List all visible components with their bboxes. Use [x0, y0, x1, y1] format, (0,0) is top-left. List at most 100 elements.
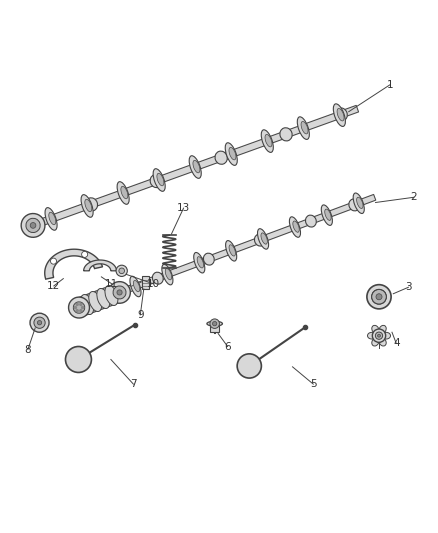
Ellipse shape — [197, 257, 204, 268]
Ellipse shape — [130, 276, 141, 297]
Text: 8: 8 — [25, 344, 31, 354]
Circle shape — [80, 303, 82, 305]
Ellipse shape — [372, 325, 379, 334]
Ellipse shape — [333, 104, 346, 126]
Ellipse shape — [225, 143, 237, 165]
Ellipse shape — [349, 199, 360, 211]
Circle shape — [237, 354, 261, 378]
Ellipse shape — [30, 223, 36, 228]
Circle shape — [372, 289, 386, 304]
Ellipse shape — [134, 280, 140, 292]
Ellipse shape — [254, 234, 265, 246]
Polygon shape — [84, 260, 117, 271]
Ellipse shape — [153, 169, 165, 191]
Circle shape — [30, 313, 49, 332]
Circle shape — [210, 319, 219, 328]
Ellipse shape — [337, 109, 344, 121]
Bar — [141, 277, 149, 289]
Ellipse shape — [353, 193, 364, 214]
Bar — [210, 325, 219, 332]
Ellipse shape — [85, 198, 98, 211]
Ellipse shape — [189, 156, 201, 179]
Circle shape — [76, 310, 78, 312]
Ellipse shape — [81, 295, 94, 314]
Circle shape — [80, 310, 82, 312]
Text: 11: 11 — [105, 279, 118, 289]
Circle shape — [378, 334, 381, 337]
Text: 5: 5 — [310, 379, 317, 389]
Ellipse shape — [367, 333, 376, 339]
Ellipse shape — [280, 128, 292, 141]
Ellipse shape — [297, 117, 309, 140]
Ellipse shape — [49, 212, 56, 225]
Ellipse shape — [85, 199, 92, 212]
Circle shape — [37, 320, 42, 325]
Ellipse shape — [265, 134, 272, 147]
Text: 6: 6 — [224, 342, 231, 351]
Circle shape — [367, 285, 391, 309]
Ellipse shape — [109, 281, 131, 303]
Ellipse shape — [325, 209, 331, 220]
Text: 3: 3 — [405, 282, 412, 292]
Ellipse shape — [152, 272, 163, 284]
Polygon shape — [45, 249, 102, 279]
Ellipse shape — [215, 151, 227, 164]
Ellipse shape — [113, 286, 126, 299]
Circle shape — [119, 268, 124, 273]
Ellipse shape — [105, 286, 118, 305]
Circle shape — [116, 265, 127, 277]
Ellipse shape — [321, 205, 332, 225]
Ellipse shape — [117, 182, 129, 204]
Ellipse shape — [229, 148, 236, 160]
Circle shape — [372, 329, 386, 342]
Polygon shape — [32, 106, 359, 229]
Circle shape — [81, 306, 84, 309]
Ellipse shape — [26, 219, 40, 232]
Ellipse shape — [117, 290, 122, 295]
Ellipse shape — [335, 108, 347, 121]
Circle shape — [81, 252, 88, 257]
Circle shape — [212, 321, 217, 326]
Ellipse shape — [69, 297, 89, 318]
Text: 4: 4 — [393, 338, 399, 349]
Ellipse shape — [301, 122, 308, 134]
Ellipse shape — [162, 264, 173, 285]
Ellipse shape — [21, 214, 45, 237]
Polygon shape — [119, 195, 376, 295]
Ellipse shape — [293, 221, 299, 232]
Ellipse shape — [194, 253, 205, 273]
Ellipse shape — [157, 173, 164, 186]
Ellipse shape — [290, 217, 300, 237]
Ellipse shape — [121, 187, 128, 199]
Ellipse shape — [305, 215, 316, 227]
Text: 10: 10 — [147, 279, 160, 289]
Circle shape — [66, 346, 92, 373]
Ellipse shape — [97, 288, 110, 309]
Ellipse shape — [89, 292, 102, 311]
Ellipse shape — [357, 197, 363, 208]
Ellipse shape — [81, 195, 93, 217]
Ellipse shape — [379, 325, 386, 334]
Circle shape — [376, 294, 382, 300]
Text: 7: 7 — [130, 379, 137, 389]
Ellipse shape — [372, 338, 379, 346]
Circle shape — [76, 303, 78, 305]
Circle shape — [74, 306, 76, 309]
Ellipse shape — [193, 160, 200, 173]
Ellipse shape — [379, 338, 386, 346]
Ellipse shape — [258, 229, 268, 249]
Ellipse shape — [261, 233, 267, 244]
Ellipse shape — [150, 174, 162, 188]
Ellipse shape — [229, 245, 236, 256]
Ellipse shape — [45, 208, 57, 230]
Circle shape — [50, 258, 57, 264]
Polygon shape — [76, 284, 123, 317]
Text: 9: 9 — [137, 310, 144, 320]
Ellipse shape — [165, 269, 172, 280]
Ellipse shape — [261, 130, 273, 152]
Ellipse shape — [203, 253, 214, 265]
Ellipse shape — [207, 321, 223, 326]
Ellipse shape — [382, 333, 391, 339]
Ellipse shape — [226, 240, 237, 261]
Text: 1: 1 — [386, 80, 393, 90]
